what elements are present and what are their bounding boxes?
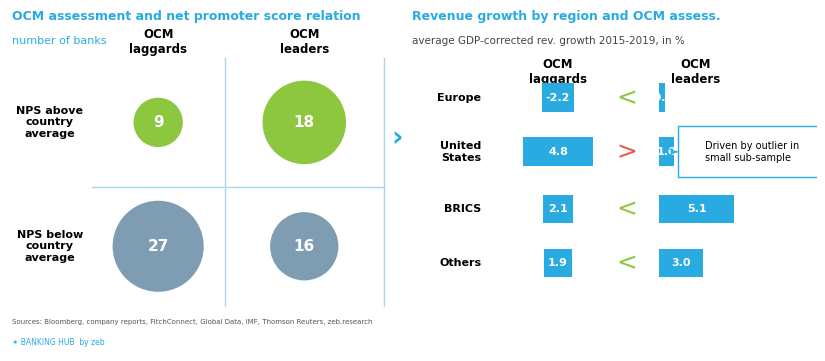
Ellipse shape bbox=[270, 212, 338, 280]
Text: <: < bbox=[616, 86, 637, 110]
Text: OCM
laggards: OCM laggards bbox=[529, 58, 587, 86]
Ellipse shape bbox=[134, 98, 183, 147]
Text: 1.0: 1.0 bbox=[657, 147, 676, 157]
FancyBboxPatch shape bbox=[678, 126, 825, 177]
FancyBboxPatch shape bbox=[542, 83, 574, 112]
Text: number of banks: number of banks bbox=[12, 36, 106, 46]
Text: 18: 18 bbox=[294, 115, 315, 130]
FancyBboxPatch shape bbox=[659, 83, 665, 112]
Text: Others: Others bbox=[439, 258, 481, 268]
Text: OCM
leaders: OCM leaders bbox=[671, 58, 720, 86]
Text: NPS above
country
average: NPS above country average bbox=[16, 106, 83, 139]
Text: 5.1: 5.1 bbox=[686, 204, 706, 214]
Text: average GDP-corrected rev. growth 2015-2019, in %: average GDP-corrected rev. growth 2015-2… bbox=[412, 36, 686, 46]
Text: NPS below
country
average: NPS below country average bbox=[16, 230, 83, 263]
FancyBboxPatch shape bbox=[659, 138, 674, 166]
Ellipse shape bbox=[112, 201, 204, 292]
Text: >: > bbox=[616, 140, 637, 164]
Text: <: < bbox=[616, 251, 637, 275]
Text: OCM
laggards: OCM laggards bbox=[130, 29, 187, 56]
FancyBboxPatch shape bbox=[544, 249, 572, 277]
Text: Sources: Bloomberg, company reports, FitchConnect, Global Data, IMF, Thomson Reu: Sources: Bloomberg, company reports, Fit… bbox=[12, 319, 373, 325]
FancyBboxPatch shape bbox=[543, 195, 573, 223]
Text: 4.8: 4.8 bbox=[548, 147, 568, 157]
Text: BRICS: BRICS bbox=[444, 204, 481, 214]
Text: OCM
leaders: OCM leaders bbox=[280, 29, 329, 56]
Text: Driven by outlier in
small sub-sample: Driven by outlier in small sub-sample bbox=[705, 141, 799, 162]
Text: 1.9: 1.9 bbox=[548, 258, 568, 268]
Text: United
States: United States bbox=[440, 141, 481, 162]
Text: ✶ BANKING HUB  by zeb: ✶ BANKING HUB by zeb bbox=[12, 338, 105, 347]
Text: Revenue growth by region and OCM assess.: Revenue growth by region and OCM assess. bbox=[412, 10, 721, 23]
Text: OCM assessment and net promoter score relation: OCM assessment and net promoter score re… bbox=[12, 10, 361, 23]
Text: -0.4: -0.4 bbox=[650, 93, 674, 103]
Text: 3.0: 3.0 bbox=[672, 258, 691, 268]
Text: -2.2: -2.2 bbox=[546, 93, 570, 103]
FancyBboxPatch shape bbox=[523, 138, 593, 166]
Text: 27: 27 bbox=[148, 239, 169, 254]
FancyBboxPatch shape bbox=[659, 195, 734, 223]
FancyBboxPatch shape bbox=[659, 249, 703, 277]
Text: <: < bbox=[616, 197, 637, 221]
Text: 9: 9 bbox=[153, 115, 163, 130]
Text: ›: › bbox=[392, 124, 403, 152]
Text: 2.1: 2.1 bbox=[548, 204, 568, 214]
Text: 16: 16 bbox=[294, 239, 315, 254]
Text: Europe: Europe bbox=[437, 93, 481, 103]
Ellipse shape bbox=[262, 81, 346, 164]
